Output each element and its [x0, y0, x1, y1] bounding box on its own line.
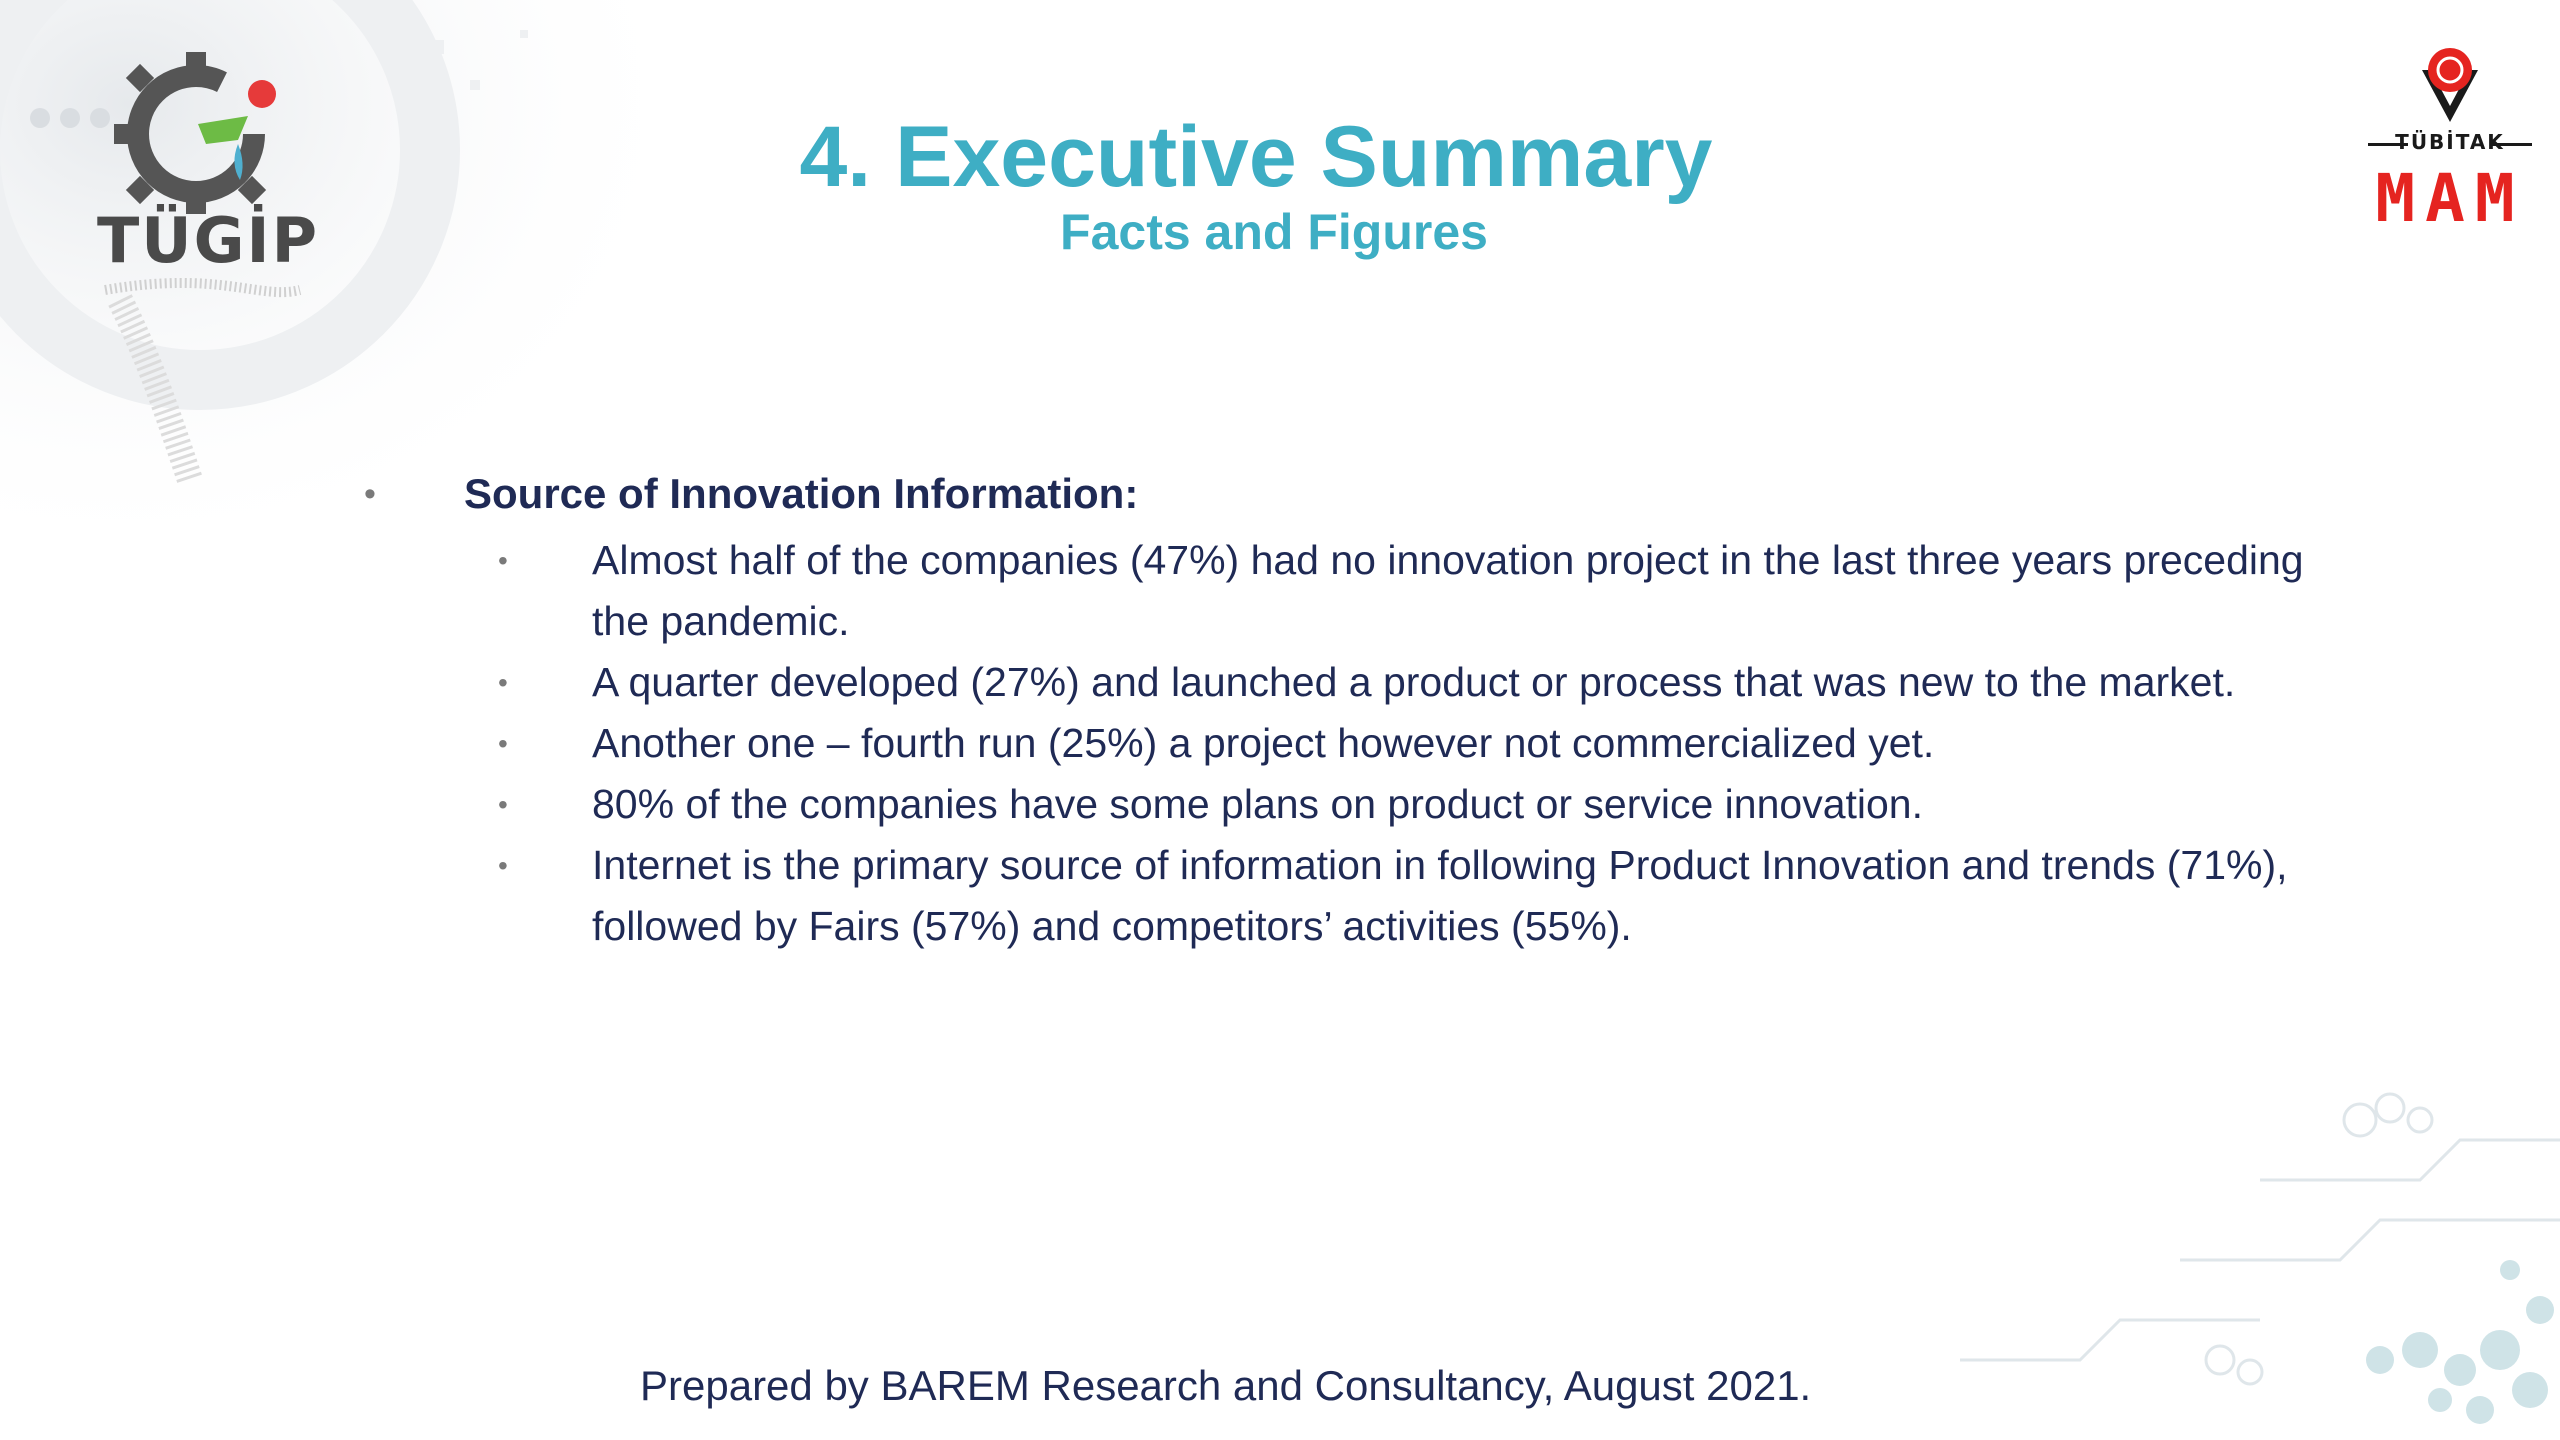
bullet-list: • Almost half of the companies (47%) had…	[360, 530, 2340, 957]
section-heading: • Source of Innovation Information:	[360, 458, 2340, 530]
tugip-logo: TÜGİP	[88, 44, 328, 294]
background-molecule-graphic	[1960, 1092, 2560, 1424]
footer-credit: Prepared by BAREM Research and Consultan…	[640, 1362, 1812, 1409]
list-item: • Internet is the primary source of info…	[360, 835, 2340, 957]
page-subtitle: Facts and Figures	[1060, 204, 1488, 260]
list-item: • Another one – fourth run (25%) a proje…	[360, 713, 2340, 774]
tubitak-mam-logo: TÜBİTAK MAM	[2360, 40, 2540, 240]
bullet-icon: •	[498, 545, 508, 576]
bullet-icon: •	[498, 850, 508, 881]
bullet-icon: •	[498, 789, 508, 820]
tubitak-wordmark: TÜBİTAK	[2395, 130, 2505, 154]
tugip-wordmark: TÜGİP	[96, 204, 320, 277]
page-title: 4. Executive Summary	[799, 109, 1713, 205]
bullet-icon: •	[498, 667, 508, 698]
list-item-text: 80% of the companies have some plans on …	[592, 781, 1923, 827]
list-item: • A quarter developed (27%) and launched…	[360, 652, 2340, 713]
list-item-text: Another one – fourth run (25%) a project…	[592, 720, 1935, 766]
list-item-text: A quarter developed (27%) and launched a…	[592, 659, 2236, 705]
list-item: • 80% of the companies have some plans o…	[360, 774, 2340, 835]
mam-wordmark: MAM	[2375, 160, 2525, 237]
list-item-text: Internet is the primary source of inform…	[592, 842, 2288, 949]
background-gear-graphic	[0, 0, 640, 520]
list-item: • Almost half of the companies (47%) had…	[360, 530, 2340, 652]
bullet-icon: •	[498, 728, 508, 759]
content-section: • Source of Innovation Information: • Al…	[360, 458, 2340, 957]
gear-icon	[114, 52, 276, 216]
tubitak-emblem-icon	[2422, 48, 2478, 122]
bullet-icon: •	[364, 475, 376, 513]
section-heading-text: Source of Innovation Information:	[464, 470, 1139, 517]
list-item-text: Almost half of the companies (47%) had n…	[592, 537, 2304, 644]
